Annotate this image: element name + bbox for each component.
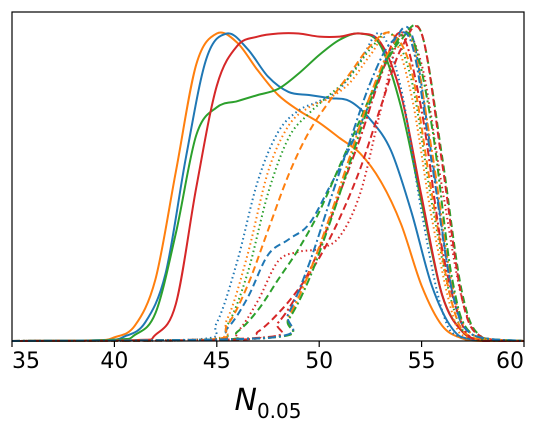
plot-frame — [11, 11, 525, 342]
x-axis-label-main: N — [235, 383, 257, 418]
x-tick-label: 45 — [203, 349, 231, 374]
x-axis-label: N0.05 — [235, 383, 302, 423]
x-axis-ticks: 35 40 45 50 55 60 — [11, 341, 525, 374]
series-line-15-dashdot — [11, 31, 525, 342]
x-tick-label: 50 — [305, 349, 333, 374]
x-tick-label: 55 — [408, 349, 436, 374]
x-tick-label: 35 — [12, 349, 40, 374]
series-line-11-dashed — [11, 25, 525, 342]
series-line-6-dotted — [11, 31, 525, 342]
x-tick-label: 40 — [100, 349, 128, 374]
series-line-14-dashdot — [11, 31, 525, 342]
series-line-3-solid — [11, 32, 525, 342]
series-line-0-solid — [11, 31, 524, 342]
x-tick-label: 60 — [496, 349, 524, 374]
series-line-1-solid — [11, 32, 525, 342]
series-line-5-dotted — [11, 31, 525, 342]
x-axis-label-subscript: 0.05 — [257, 399, 302, 423]
series-curves — [11, 24, 525, 342]
